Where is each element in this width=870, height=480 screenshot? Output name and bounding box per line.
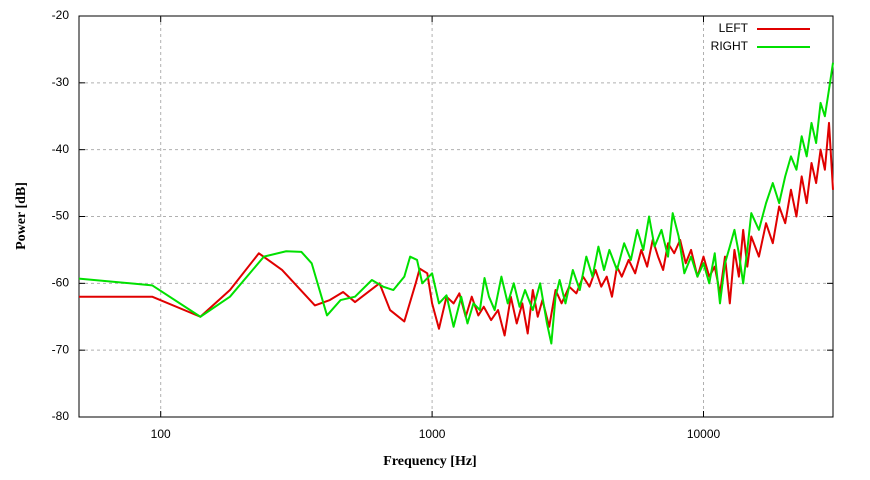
x-tick-label: 100: [151, 427, 171, 441]
y-tick-label: -50: [52, 209, 70, 223]
data-line: [79, 121, 834, 337]
x-tick-label: 1000: [419, 427, 446, 441]
data-line: [78, 62, 834, 345]
y-axis-label: Power [dB]: [14, 182, 29, 250]
y-tick-label: -20: [52, 8, 70, 22]
plot-frame: [78, 15, 834, 418]
y-tick-label: -40: [52, 142, 70, 156]
x-tick-label: 10000: [687, 427, 721, 441]
y-tick-label: -30: [52, 75, 70, 89]
legend-label: LEFT: [719, 21, 749, 35]
y-tick-label: -70: [52, 342, 70, 356]
y-tick-label: -60: [52, 276, 70, 290]
x-axis-label: Frequency [Hz]: [383, 454, 476, 469]
legend-label: RIGHT: [711, 39, 749, 53]
y-tick-label: -80: [52, 409, 70, 423]
